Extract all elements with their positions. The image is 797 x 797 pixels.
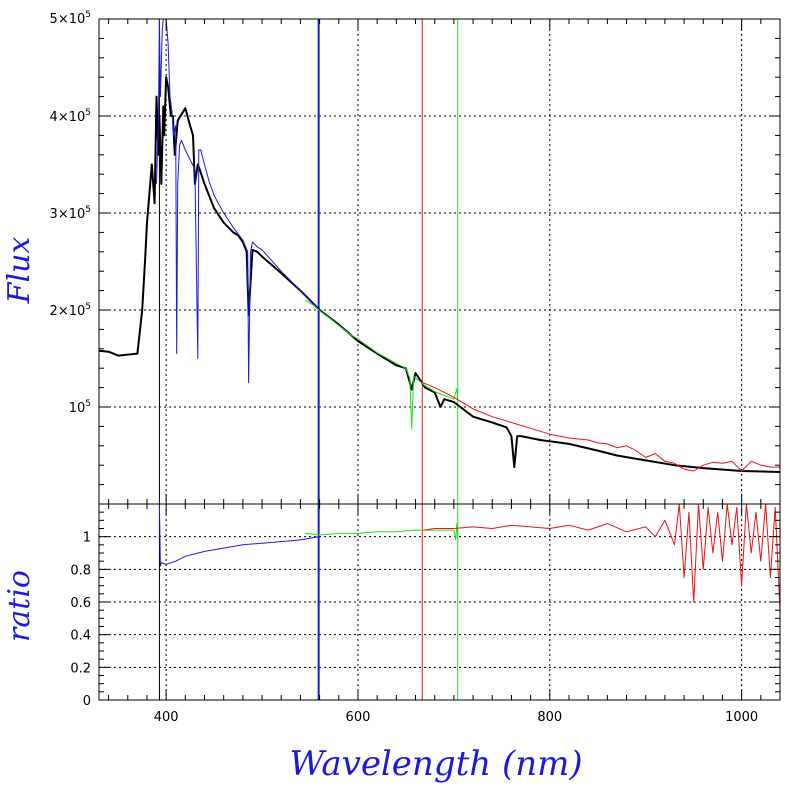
flux-axis-title: Flux: [2, 237, 37, 305]
x-tick-label: 1000: [725, 710, 758, 725]
y-tick-label: 2×105: [50, 302, 91, 319]
plot-frame: [98, 18, 781, 505]
series-group: [99, 19, 780, 473]
series-line-0: [99, 76, 780, 473]
y-tick-label: 0.2: [70, 661, 91, 676]
series-line-2: [423, 504, 780, 611]
series-line-2: [304, 299, 459, 430]
y-tick-label: 5×105: [50, 10, 91, 27]
y-tick-label: 0.6: [70, 596, 91, 611]
series-group: [158, 504, 780, 611]
series-line-1: [305, 523, 459, 541]
wavelength-axis-title: Wavelength (nm): [289, 744, 582, 784]
y-tick-label: 4×105: [50, 108, 91, 125]
series-line-3: [423, 382, 780, 472]
y-tick-label: 0.8: [70, 563, 91, 578]
ratio-panel: 0 0.2 0.4 0.6 0.8 1 400 600 800 1000: [70, 503, 781, 725]
y-tick-label: 0: [83, 694, 91, 709]
ratio-axis-title: ratio: [2, 570, 37, 642]
series-line-1: [156, 19, 319, 384]
y-tick-label: 1: [83, 531, 91, 546]
x-tick-label: 600: [346, 710, 371, 725]
flux-panel: 105 2×105 3×105 4×105 5×105: [50, 10, 781, 505]
y-tick-label: 3×105: [50, 205, 91, 222]
x-tick-label: 800: [537, 710, 562, 725]
y-tick-label: 0.4: [70, 629, 91, 644]
y-tick-label: 105: [69, 399, 91, 416]
series-line-0: [158, 504, 319, 567]
x-tick-label: 400: [154, 710, 179, 725]
